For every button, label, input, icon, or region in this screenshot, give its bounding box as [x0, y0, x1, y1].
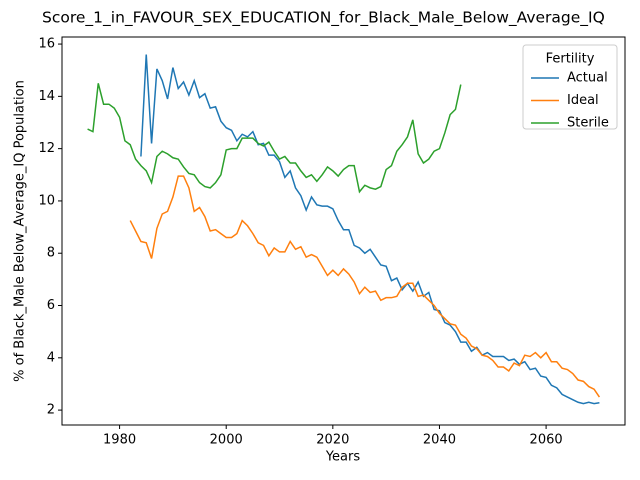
y-tick-label: 12: [38, 141, 55, 156]
plot-frame: [61, 36, 626, 426]
legend-label: Actual: [567, 71, 608, 86]
y-tick-label: 14: [38, 89, 55, 104]
chart-title: Score_1_in_FAVOUR_SEX_EDUCATION_for_Blac…: [42, 9, 605, 28]
legend-label: Sterile: [567, 116, 609, 131]
x-tick-label: 2040: [423, 433, 456, 448]
data-line: [129, 175, 601, 398]
x-tick-label: 2000: [210, 433, 243, 448]
legend-box: [522, 44, 618, 130]
x-tick-label: 1980: [103, 433, 136, 448]
y-tick-label: 8: [47, 246, 55, 261]
y-tick-label: 6: [47, 298, 55, 313]
x-tick-label: 2020: [316, 433, 349, 448]
legend-label: Ideal: [567, 93, 599, 108]
data-line: [140, 54, 600, 405]
y-axis-label: % of Black_Male Below_Average_IQ Populat…: [13, 80, 28, 382]
y-tick-label: 16: [38, 37, 55, 52]
data-line: [87, 83, 462, 194]
x-tick-label: 2060: [530, 433, 563, 448]
legend-title: Fertility: [546, 52, 595, 67]
y-tick-label: 10: [38, 193, 55, 208]
x-axis-label: Years: [325, 450, 361, 465]
y-tick-label: 2: [47, 403, 55, 418]
y-tick-label: 4: [47, 350, 55, 365]
